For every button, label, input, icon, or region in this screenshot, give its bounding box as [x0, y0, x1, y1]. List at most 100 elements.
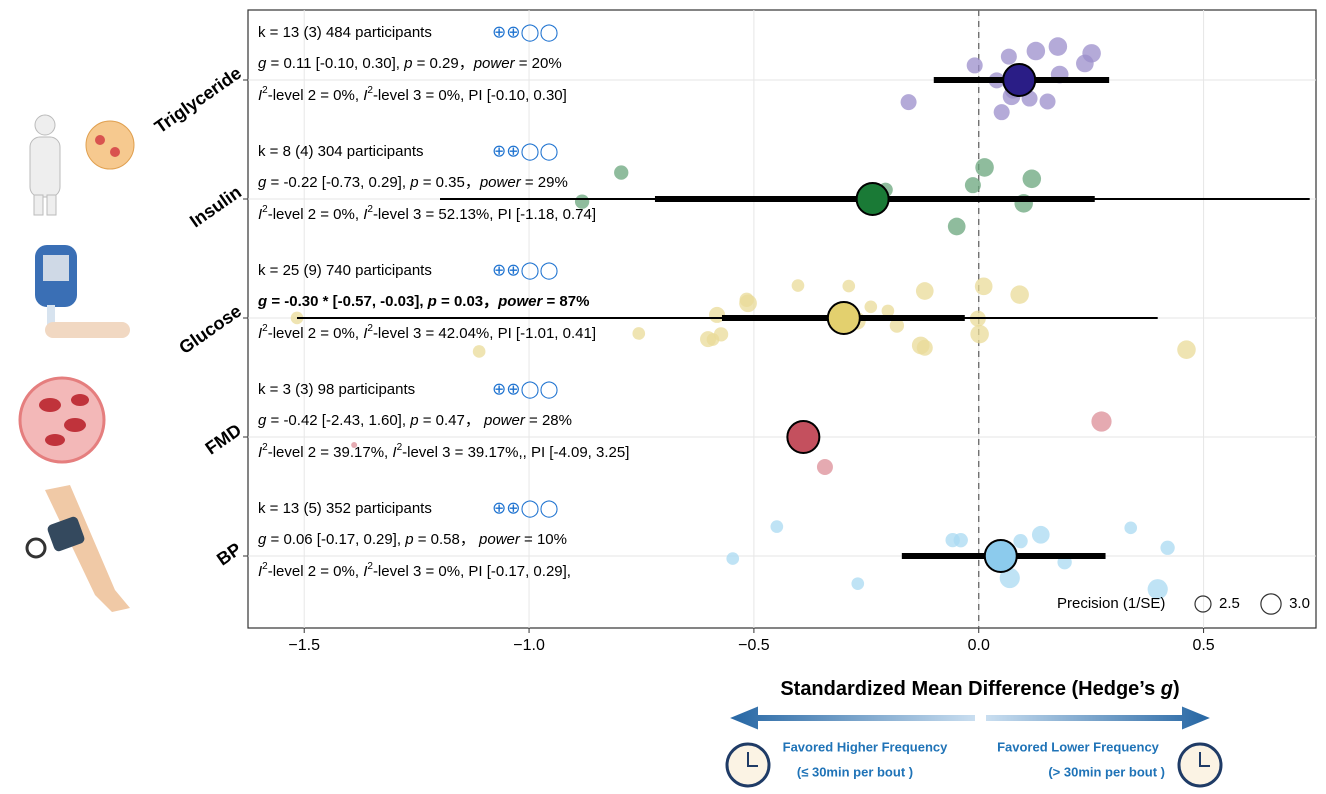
het-part: -level 3 = 39.17%,, PI [-4.09, 3.25] — [402, 444, 629, 461]
stats-part: = 20% — [515, 55, 562, 72]
study-point — [473, 345, 486, 358]
study-point — [1160, 541, 1174, 555]
study-point — [864, 300, 877, 313]
y-tick-label: Glucose — [175, 301, 245, 358]
k-text: k = 13 (5) 352 participants — [258, 500, 432, 517]
stats-part: = -0.30 * [-0.57, -0.03], — [267, 293, 428, 310]
stats-part: = 0.35， — [419, 174, 480, 191]
grade: ⊕⊕◯◯ — [492, 22, 559, 42]
het-part: -level 3 = 42.04%, PI [-1.01, 0.41] — [373, 325, 596, 342]
stats-part: = 0.11 [-0.10, 0.30], — [266, 55, 404, 72]
het-part: -level 3 = 52.13%, PI [-1.18, 0.74] — [373, 206, 596, 223]
study-point — [1023, 170, 1042, 189]
study-point — [1124, 522, 1137, 535]
study-point — [817, 459, 833, 475]
study-point — [632, 327, 645, 340]
study-point — [851, 577, 864, 590]
het-text: I2-level 2 = 39.17%, I2-level 3 = 39.17%… — [258, 442, 629, 461]
y-tick-label: Insulin — [186, 182, 245, 232]
direction-left: Favored Higher Frequency — [783, 739, 948, 754]
legend-size-label: 3.0 — [1289, 595, 1310, 612]
estimate-point — [787, 421, 819, 453]
legend-title: Precision (1/SE) — [1057, 595, 1165, 612]
body-icon — [30, 115, 134, 215]
estimate-point — [857, 183, 889, 215]
study-point — [726, 552, 739, 565]
x-title-text: Standardized Mean Difference (Hedge’s g) — [780, 678, 1179, 700]
study-point — [965, 177, 981, 193]
stats-part: = 29% — [521, 174, 568, 191]
grade: ⊕⊕◯◯ — [492, 141, 559, 161]
stats-part: power — [497, 293, 543, 310]
chart: Standardized Mean Difference (Hedge’s g)… — [0, 0, 1326, 794]
stats-text: g = 0.06 [-0.17, 0.29], p = 0.58， power … — [258, 531, 567, 548]
study-point — [948, 218, 966, 236]
study-point — [792, 279, 805, 292]
grade: ⊕⊕◯◯ — [492, 379, 559, 399]
y-tick-label: FMD — [202, 420, 245, 459]
study-point — [1177, 340, 1196, 359]
k-text: k = 3 (3) 98 participants — [258, 381, 415, 398]
x-title-part: ) — [1173, 678, 1180, 700]
study-point — [1010, 285, 1029, 304]
x-tick-label: 0.5 — [1192, 637, 1214, 654]
stats-text: g = -0.22 [-0.73, 0.29], p = 0.35，power … — [258, 174, 568, 191]
study-point — [614, 165, 628, 179]
k-text: k = 8 (4) 304 participants — [258, 143, 424, 160]
legend-size — [1261, 594, 1281, 614]
study-point — [916, 282, 934, 300]
het-part: -level 3 = 0%, PI [-0.10, 0.30] — [373, 87, 567, 104]
estimate-point — [1003, 64, 1035, 96]
stats-part: = 28% — [525, 412, 572, 429]
direction-left-note: (≤ 30min per bout ) — [797, 764, 913, 779]
het-text: I2-level 2 = 0%, I2-level 3 = 0%, PI [-0… — [258, 561, 571, 580]
stats-part: p — [427, 293, 437, 310]
stats-part: = 0.29， — [412, 55, 473, 72]
stats-part: power — [483, 412, 526, 429]
x-tick-label: −1.0 — [513, 637, 545, 654]
stats-part: power — [473, 55, 516, 72]
study-point — [994, 104, 1010, 120]
stats-part: = -0.22 [-0.73, 0.29], — [266, 174, 410, 191]
het-part: -level 2 = 0%, — [268, 325, 363, 342]
stats-part: p — [403, 55, 412, 72]
stats-part: = 0.58， — [414, 531, 479, 548]
x-tick-label: −0.5 — [738, 637, 770, 654]
study-point — [714, 327, 728, 341]
stats-part: power — [479, 174, 522, 191]
legend: Precision (1/SE) 2.5 3.0 — [1057, 594, 1310, 614]
het-text: I2-level 2 = 0%, I2-level 3 = 42.04%, PI… — [258, 323, 596, 342]
het-part: -level 2 = 39.17%, — [268, 444, 393, 461]
stats-text: g = -0.30 * [-0.57, -0.03], p = 0.03，pow… — [257, 293, 589, 310]
stats-part: = -0.42 [-2.43, 1.60], — [266, 412, 410, 429]
stats-part: power — [478, 531, 521, 548]
study-point — [975, 277, 993, 295]
het-part: -level 2 = 0%, — [268, 206, 363, 223]
arm-icon — [27, 485, 130, 612]
arrow-right — [986, 711, 1202, 725]
legend-size-label: 2.5 — [1219, 595, 1240, 612]
blood-icon — [20, 378, 104, 462]
y-tick-label: Triglyceride — [151, 63, 245, 137]
het-part: -level 2 = 0%, — [268, 87, 363, 104]
legend-size — [1195, 596, 1211, 612]
stats-part: = 0.47， — [419, 412, 484, 429]
grade: ⊕⊕◯◯ — [492, 498, 559, 518]
stats-part: g — [257, 293, 267, 310]
study-point — [917, 340, 933, 356]
study-point — [739, 294, 757, 312]
het-part: -level 3 = 0%, PI [-0.17, 0.29], — [373, 563, 571, 580]
study-point — [901, 94, 917, 110]
study-point — [1001, 49, 1017, 65]
x-tick-label: 0.0 — [968, 637, 990, 654]
estimate-point — [985, 540, 1017, 572]
x-axis-title: Standardized Mean Difference (Hedge’s g) — [780, 678, 1179, 700]
grade: ⊕⊕◯◯ — [492, 260, 559, 280]
study-point — [1091, 411, 1111, 431]
x-title-part: g — [1160, 678, 1173, 700]
study-point — [970, 325, 989, 344]
estimate-point — [828, 302, 860, 334]
het-text: I2-level 2 = 0%, I2-level 3 = 52.13%, PI… — [258, 204, 596, 223]
stats-part: p — [409, 412, 418, 429]
x-tick-label: −1.5 — [288, 637, 320, 654]
